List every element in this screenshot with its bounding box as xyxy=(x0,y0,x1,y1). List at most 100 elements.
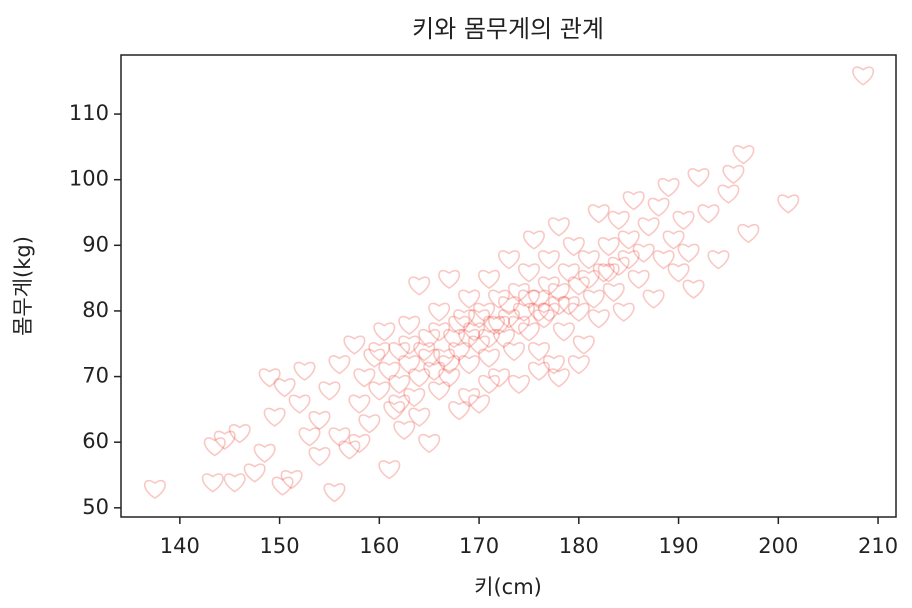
point xyxy=(383,401,406,421)
point xyxy=(468,309,490,329)
point xyxy=(652,250,675,270)
x-tick-label: 170 xyxy=(459,534,499,558)
point xyxy=(717,184,740,204)
point xyxy=(617,230,640,250)
point xyxy=(358,414,381,434)
point xyxy=(597,237,620,257)
point xyxy=(632,243,655,263)
point xyxy=(418,348,441,368)
point xyxy=(687,168,710,188)
point xyxy=(488,368,510,388)
point xyxy=(368,342,391,362)
point xyxy=(587,309,610,329)
point xyxy=(737,223,760,244)
y-tick-label: 60 xyxy=(82,429,109,453)
point xyxy=(732,145,755,165)
point xyxy=(607,256,630,276)
point xyxy=(607,210,630,231)
point xyxy=(697,204,720,224)
point xyxy=(547,296,570,316)
point xyxy=(468,335,490,355)
point xyxy=(201,473,224,493)
x-tick-label: 140 xyxy=(160,534,200,558)
point xyxy=(348,394,371,414)
point xyxy=(288,394,311,414)
point xyxy=(428,302,451,322)
y-tick-label: 70 xyxy=(82,364,109,388)
point xyxy=(438,355,461,375)
point xyxy=(458,328,481,349)
point xyxy=(408,368,431,388)
point xyxy=(438,368,461,388)
point xyxy=(483,315,505,336)
point xyxy=(343,335,366,355)
point xyxy=(271,476,294,496)
point xyxy=(143,479,166,500)
point xyxy=(478,374,500,395)
point xyxy=(513,302,535,322)
point xyxy=(433,348,456,368)
point xyxy=(527,342,550,362)
point xyxy=(622,191,645,211)
point xyxy=(353,368,376,388)
point xyxy=(508,315,530,336)
y-tick-label: 50 xyxy=(82,495,109,519)
point xyxy=(458,355,481,375)
point xyxy=(443,328,466,349)
point xyxy=(328,427,351,447)
point xyxy=(393,420,416,441)
point xyxy=(293,361,316,381)
point xyxy=(547,368,570,388)
point xyxy=(617,250,640,270)
point xyxy=(473,302,495,322)
x-tick-label: 160 xyxy=(359,534,399,558)
point xyxy=(408,407,431,427)
point xyxy=(468,394,490,414)
x-tick-label: 190 xyxy=(659,534,699,558)
point xyxy=(647,197,670,217)
x-tick-label: 150 xyxy=(260,534,300,558)
y-axis-label: 몸무게(kg) xyxy=(11,236,35,336)
point xyxy=(398,355,421,375)
point xyxy=(677,243,700,263)
point xyxy=(418,433,441,454)
point xyxy=(463,322,486,342)
x-axis-label: 키(cm) xyxy=(474,575,542,599)
point xyxy=(448,315,471,336)
point xyxy=(527,302,550,322)
point xyxy=(777,194,800,214)
point xyxy=(273,378,296,398)
point xyxy=(672,210,695,231)
point xyxy=(592,263,615,283)
point xyxy=(280,470,303,490)
point xyxy=(223,473,246,493)
point xyxy=(852,66,875,86)
point xyxy=(403,388,426,408)
point xyxy=(213,430,236,450)
point xyxy=(547,217,570,237)
point xyxy=(537,276,560,296)
point xyxy=(428,322,451,342)
point xyxy=(532,309,555,329)
point xyxy=(413,342,436,362)
chart-title: 키와 몸무게의 관계 xyxy=(412,15,604,43)
point xyxy=(602,283,625,303)
point xyxy=(572,335,595,355)
point xyxy=(527,289,550,309)
point xyxy=(418,328,441,349)
point xyxy=(597,263,620,283)
point xyxy=(298,427,321,447)
point xyxy=(253,443,276,463)
point xyxy=(308,410,331,431)
point xyxy=(627,269,650,290)
point xyxy=(388,342,411,362)
y-tick-label: 110 xyxy=(69,101,109,125)
point xyxy=(527,361,550,381)
point xyxy=(562,237,585,257)
point xyxy=(508,283,530,303)
point xyxy=(498,296,520,316)
point xyxy=(518,263,540,283)
point xyxy=(448,401,471,421)
point xyxy=(567,355,590,375)
